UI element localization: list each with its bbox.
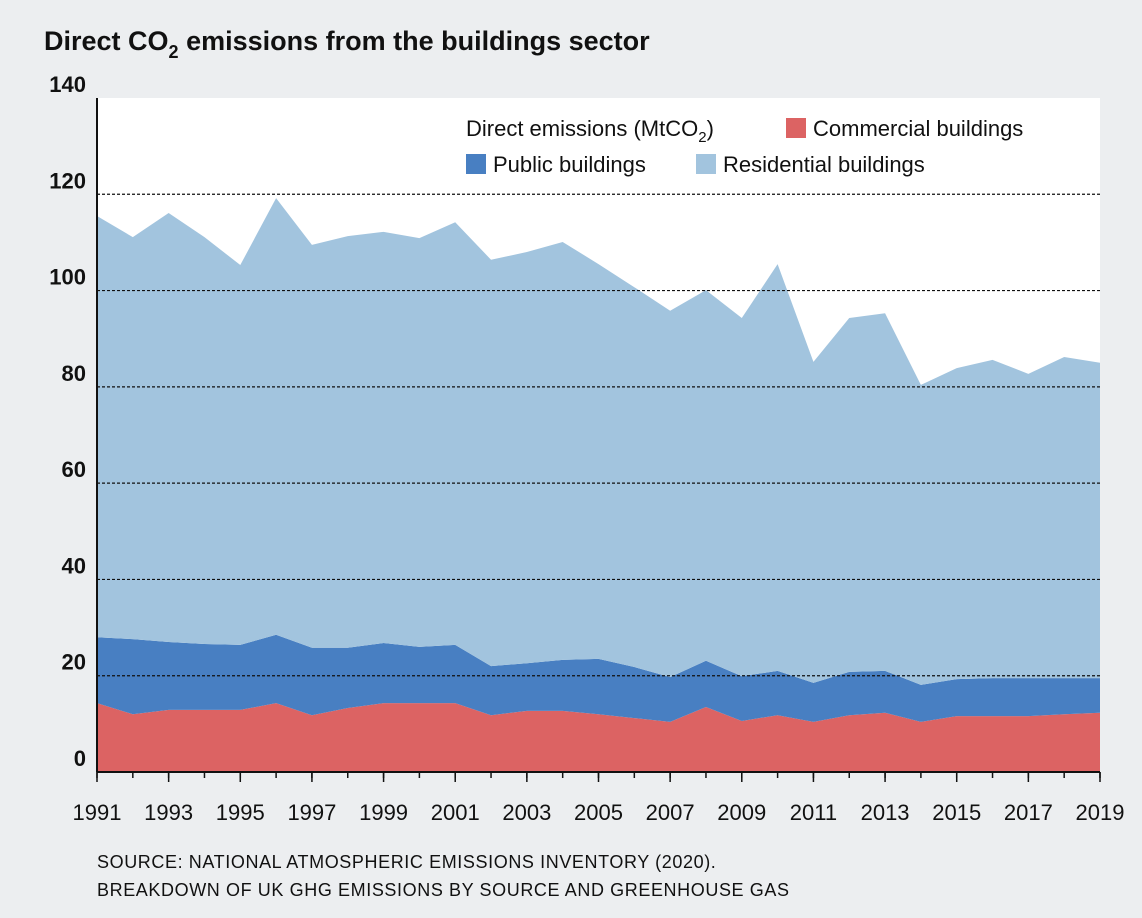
legend-title: Direct emissions (MtCO2) — [466, 116, 714, 146]
title-subscript: 2 — [169, 42, 179, 62]
chart-title: Direct CO2 emissions from the buildings … — [44, 26, 650, 62]
x-tick-label: 2005 — [574, 800, 623, 825]
area — [97, 198, 1100, 685]
x-tick-label: 1997 — [287, 800, 336, 825]
legend-title-subscript: 2 — [698, 129, 706, 146]
legend-swatch — [696, 154, 716, 174]
legend-label: Residential buildings — [723, 152, 925, 177]
y-tick-label: 60 — [62, 457, 86, 482]
y-tick-label: 20 — [62, 650, 86, 675]
source-line: BREAKDOWN OF UK GHG EMISSIONS BY SOURCE … — [97, 880, 790, 900]
x-tick-label: 1995 — [216, 800, 265, 825]
y-tick-label: 80 — [62, 361, 86, 386]
y-tick-label: 120 — [49, 168, 86, 193]
legend-swatch — [466, 154, 486, 174]
title-part: Direct CO — [44, 26, 169, 56]
y-tick-label: 100 — [49, 265, 86, 290]
legend-label: Commercial buildings — [813, 116, 1023, 141]
x-tick-label: 1993 — [144, 800, 193, 825]
legend-swatch — [786, 118, 806, 138]
x-tick-label: 2017 — [1004, 800, 1053, 825]
area — [97, 634, 1100, 722]
legend-title-part: ) — [707, 116, 714, 141]
x-tick-label: 2003 — [502, 800, 551, 825]
y-tick-label: 140 — [49, 72, 86, 97]
x-tick-label: 2009 — [717, 800, 766, 825]
legend-title-part: Direct emissions (MtCO — [466, 116, 698, 141]
x-tick-label: 1991 — [73, 800, 122, 825]
x-tick-label: 2007 — [646, 800, 695, 825]
y-tick-label: 0 — [74, 746, 86, 771]
legend-label: Public buildings — [493, 152, 646, 177]
x-tick-label: 2011 — [790, 800, 837, 825]
title-part: emissions from the buildings sector — [179, 26, 651, 56]
x-tick-label: 2013 — [861, 800, 910, 825]
x-tick-label: 2019 — [1076, 800, 1125, 825]
area — [97, 703, 1100, 772]
x-tick-label: 1999 — [359, 800, 408, 825]
x-tick-label: 2015 — [932, 800, 981, 825]
x-tick-label: 2001 — [431, 800, 480, 825]
y-tick-label: 40 — [62, 553, 86, 578]
source-line: SOURCE: NATIONAL ATMOSPHERIC EMISSIONS I… — [97, 852, 716, 872]
